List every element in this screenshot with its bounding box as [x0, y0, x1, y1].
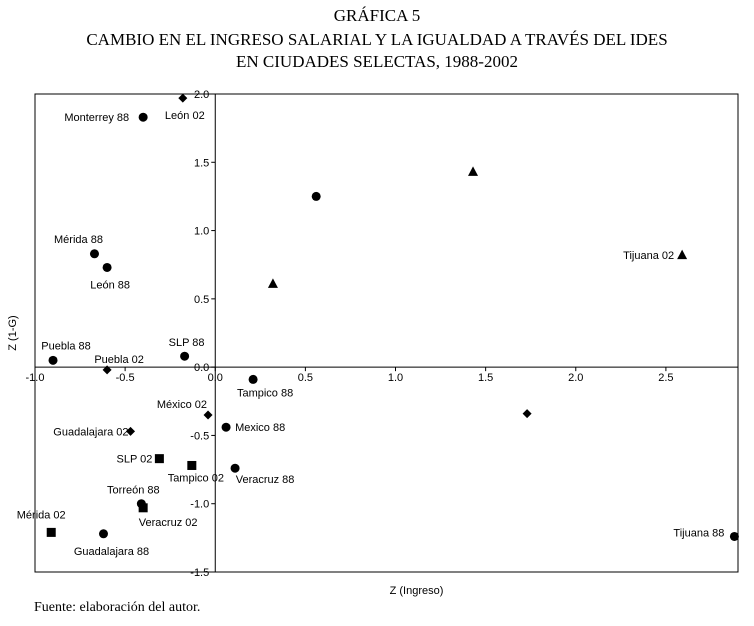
point-label: Veracruz 88 [236, 474, 295, 486]
x-axis-label: Z (Ingreso) [390, 585, 444, 597]
diamond-marker [102, 365, 112, 375]
point-label: Mérida 88 [54, 234, 103, 246]
point-label: Tampico 02 [168, 472, 224, 484]
y-axis-label: Z (1-G) [7, 315, 19, 350]
x-tick-label: 2.0 [568, 372, 583, 384]
diamond-marker [203, 410, 213, 420]
y-tick-label: 2.0 [194, 89, 209, 101]
point-label: Veracruz 02 [139, 517, 198, 529]
triangle-marker [677, 249, 688, 260]
triangle-marker [267, 278, 278, 288]
circle-marker [89, 249, 99, 259]
point-label: Mérida 02 [17, 509, 66, 521]
point-label: Guadalajara 88 [74, 546, 149, 558]
point-label: Tijuana 88 [673, 527, 724, 539]
y-tick-label: -1.5 [190, 567, 209, 579]
source-note: Fuente: elaboración del autor. [34, 600, 201, 615]
square-marker [154, 454, 164, 464]
point-label: SLP 88 [169, 337, 205, 349]
circle-marker [221, 422, 231, 432]
point-label: León 88 [90, 279, 130, 291]
chart-title-line-2: CAMBIO EN EL INGRESO SALARIAL Y LA IGUAL… [86, 30, 668, 49]
point-label: Tampico 88 [237, 387, 293, 399]
chart-title-line-3: EN CIUDADES SELECTAS, 1988-2002 [236, 52, 518, 71]
square-marker [46, 527, 56, 537]
circle-marker [230, 463, 240, 473]
circle-marker [248, 374, 258, 384]
circle-marker [729, 531, 739, 541]
circle-marker [138, 112, 148, 122]
point-label: México 02 [157, 399, 207, 411]
x-tick-label: -0.5 [116, 372, 135, 384]
plot-area [34, 93, 739, 573]
point-label: SLP 02 [116, 454, 152, 466]
ticks: -1.0 -0.5 0.0 0.5 1.0 1.5 2.0 2.5 2.0 1.5 1.0 0.5 0.… [26, 89, 674, 579]
point-label: Mexico 88 [235, 422, 285, 434]
x-tick-label: -1.0 [26, 372, 45, 384]
circle-marker [98, 529, 108, 539]
axes [35, 94, 738, 572]
diamond-marker [178, 93, 188, 103]
chart-title-line-1: GRÁFICA 5 [333, 6, 421, 25]
square-marker [187, 460, 197, 470]
point-label: Monterrey 88 [64, 112, 129, 124]
circle-marker [102, 262, 112, 272]
y-tick-label: 0.5 [194, 294, 209, 306]
point-label: Torreón 88 [107, 485, 160, 497]
point-label: Puebla 88 [41, 340, 91, 352]
y-tick-label: -1.0 [190, 499, 209, 511]
data-labels: Monterrey 88 León 02 Mérida 88 León 88 Puebl… [17, 110, 725, 558]
point-label: Tijuana 02 [623, 250, 674, 262]
square-marker [138, 503, 148, 513]
circle-marker [180, 351, 190, 361]
point-label: Puebla 02 [94, 354, 144, 366]
data-points [46, 93, 739, 541]
y-tick-label: -0.5 [190, 430, 209, 442]
x-tick-label: 1.5 [478, 372, 493, 384]
x-tick-label: 0.0 [208, 372, 223, 384]
y-tick-label: 1.5 [194, 157, 209, 169]
y-tick-label: 1.0 [194, 226, 209, 238]
y-tick-label: 0.0 [194, 362, 209, 374]
point-label: León 02 [165, 110, 205, 122]
circle-marker [311, 191, 321, 201]
point-label: Guadalajara 02 [53, 426, 128, 438]
x-tick-label: 1.0 [388, 372, 403, 384]
triangle-marker [468, 166, 479, 176]
x-tick-label: 0.5 [298, 372, 313, 384]
x-tick-label: 2.5 [658, 372, 673, 384]
diamond-marker [126, 426, 136, 436]
circle-marker [48, 355, 58, 365]
diamond-marker [522, 409, 532, 419]
